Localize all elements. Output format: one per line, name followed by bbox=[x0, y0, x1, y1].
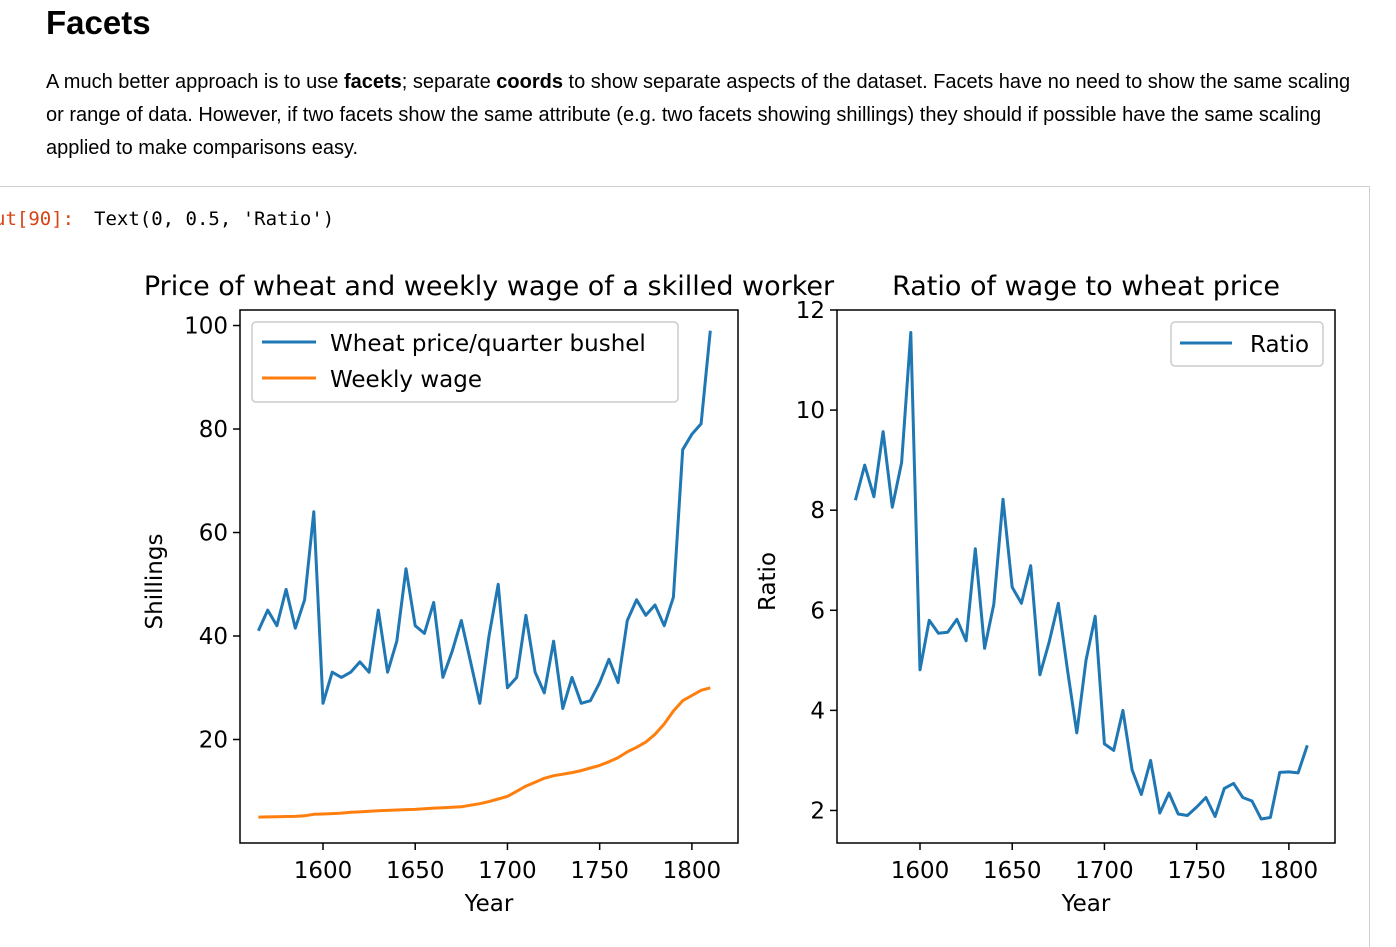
chart1-y-tick-label: 20 bbox=[199, 728, 228, 754]
chart1-x-tick-label: 1650 bbox=[386, 858, 445, 884]
chart1-x-axis-label: Year bbox=[464, 891, 514, 917]
chart2-x-tick-label: 1750 bbox=[1167, 858, 1226, 884]
chart2-x-tick-label: 1650 bbox=[983, 858, 1042, 884]
chart2-y-tick-label: 6 bbox=[810, 598, 825, 624]
para-text-3: to show separate aspects of the dataset.… bbox=[46, 71, 1351, 159]
chart2-series-line-1 bbox=[853, 331, 1309, 821]
chart1-x-tick-label: 1750 bbox=[570, 858, 629, 884]
chart2-plot-frame bbox=[836, 309, 1336, 844]
para-bold-facets: facets bbox=[343, 71, 402, 93]
chart1-y-tick-label: 40 bbox=[199, 624, 228, 650]
para-bold-coords: coords bbox=[496, 71, 563, 93]
chart1-x-tick-label: 1700 bbox=[478, 858, 537, 884]
chart1-title: Price of wheat and weekly wage of a skil… bbox=[144, 271, 835, 302]
chart1-legend-label-2: Weekly wage bbox=[330, 367, 482, 393]
chart2-legend-box bbox=[1170, 321, 1324, 367]
intro-paragraph: A much better approach is to use facets;… bbox=[46, 66, 1356, 165]
chart1-y-tick-label: 60 bbox=[199, 521, 228, 547]
chart2-y-tick-label: 12 bbox=[796, 298, 825, 324]
chart2-y-axis-label: Ratio bbox=[755, 552, 781, 611]
chart2-legend-label-1: Ratio bbox=[1250, 332, 1309, 358]
chart2-x-tick-label: 1800 bbox=[1260, 858, 1319, 884]
section-heading: Facets bbox=[46, 4, 151, 41]
chart1-y-axis-label: Shillings bbox=[142, 534, 168, 630]
chart2-y-tick-label: 4 bbox=[810, 698, 825, 724]
chart1-plot-frame bbox=[239, 309, 739, 844]
para-text-1: A much better approach is to use bbox=[46, 71, 344, 93]
chart1-legend-box bbox=[251, 321, 679, 403]
chart1-series-line-1 bbox=[257, 330, 712, 710]
chart2-y-tick-label: 8 bbox=[810, 498, 825, 524]
chart1-legend-label-1: Wheat price/quarter bushel bbox=[330, 331, 646, 357]
output-prompt: ut[90]: bbox=[0, 208, 75, 230]
chart1-y-tick-label: 80 bbox=[199, 417, 228, 443]
chart1-y-tick-label: 100 bbox=[184, 314, 228, 340]
chart2-y-tick-label: 2 bbox=[810, 798, 825, 824]
chart1-series-line-2 bbox=[258, 686, 711, 819]
chart2-x-axis-label: Year bbox=[1061, 891, 1111, 917]
output-text: Text(0, 0.5, 'Ratio') bbox=[94, 208, 335, 230]
chart2-x-tick-label: 1700 bbox=[1075, 858, 1134, 884]
chart2-title: Ratio of wage to wheat price bbox=[892, 271, 1280, 302]
chart2-y-tick-label: 10 bbox=[796, 398, 825, 424]
output-cell[interactable] bbox=[0, 186, 1370, 947]
para-text-2: ; separate bbox=[401, 71, 497, 93]
chart1-x-tick-label: 1800 bbox=[663, 858, 722, 884]
chart1-x-tick-label: 1600 bbox=[294, 858, 353, 884]
chart2-x-tick-label: 1600 bbox=[891, 858, 950, 884]
